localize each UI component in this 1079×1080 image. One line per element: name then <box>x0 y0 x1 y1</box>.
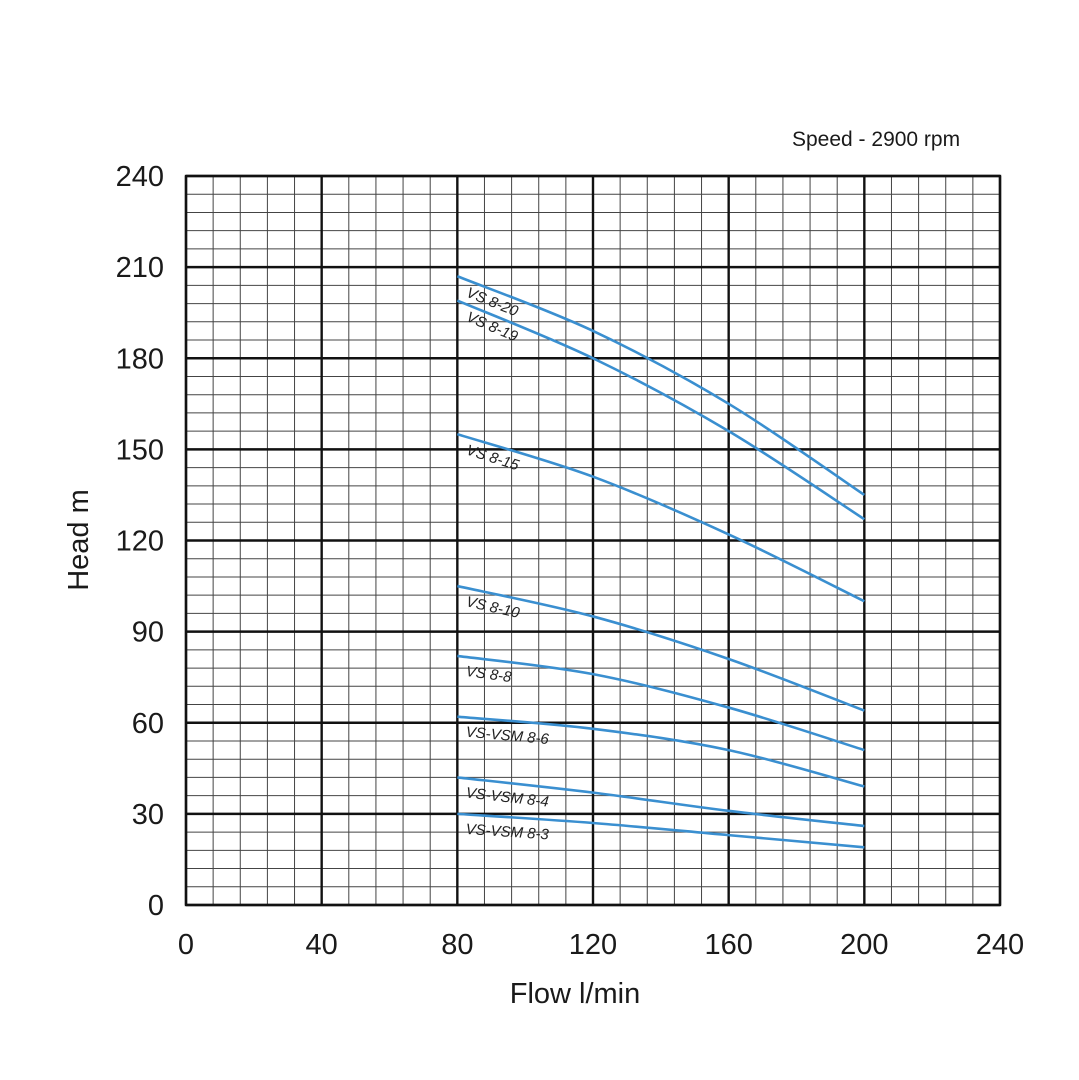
x-tick-label: 120 <box>569 929 617 961</box>
major-grid <box>184 174 1002 907</box>
curve-vs-8-20 <box>456 275 866 497</box>
y-tick-label: 120 <box>116 526 164 558</box>
y-axis-label: Head m <box>63 489 95 591</box>
y-tick-label: 60 <box>132 708 164 740</box>
curve-vs-8-8 <box>457 654 865 752</box>
plot-border <box>184 174 1002 907</box>
curve-label: VS-VSM 8-4 <box>465 785 550 811</box>
y-tick-labels: 0 30 60 90 120 150 180 210 240 <box>116 161 164 922</box>
x-tick-labels: 0 40 80 120 160 200 240 <box>178 929 1024 961</box>
curve-label: VS-VSM 8-3 <box>465 821 550 844</box>
curve-label: VS-VSM 8-6 <box>465 724 550 748</box>
curve-vs-8-10 <box>457 584 865 712</box>
y-tick-label: 180 <box>116 343 164 375</box>
curve-vs-8-19 <box>456 299 866 521</box>
y-tick-label: 90 <box>132 617 164 649</box>
curve-label: VS 8-8 <box>465 663 513 686</box>
y-tick-label: 210 <box>116 252 164 284</box>
curve-vs-vsm-8-3 <box>457 812 865 849</box>
x-tick-label: 40 <box>306 929 338 961</box>
x-tick-label: 200 <box>840 929 888 961</box>
curve-vs-8-15 <box>456 432 865 603</box>
x-tick-label: 0 <box>178 929 194 961</box>
curve-vs-vsm-8-6 <box>457 715 865 788</box>
y-tick-label: 30 <box>132 799 164 831</box>
y-tick-label: 240 <box>116 161 164 193</box>
x-axis-label: Flow l/min <box>510 978 641 1010</box>
x-tick-label: 160 <box>704 929 752 961</box>
x-tick-label: 240 <box>976 929 1024 961</box>
curve-label: VS 8-15 <box>464 442 521 475</box>
speed-note: Speed - 2900 rpm <box>792 128 961 151</box>
x-tick-label: 80 <box>441 929 473 961</box>
y-tick-label: 0 <box>148 890 164 922</box>
y-tick-label: 150 <box>116 434 164 466</box>
curve-vs-vsm-8-4 <box>457 776 865 828</box>
pump-curves <box>456 275 866 849</box>
